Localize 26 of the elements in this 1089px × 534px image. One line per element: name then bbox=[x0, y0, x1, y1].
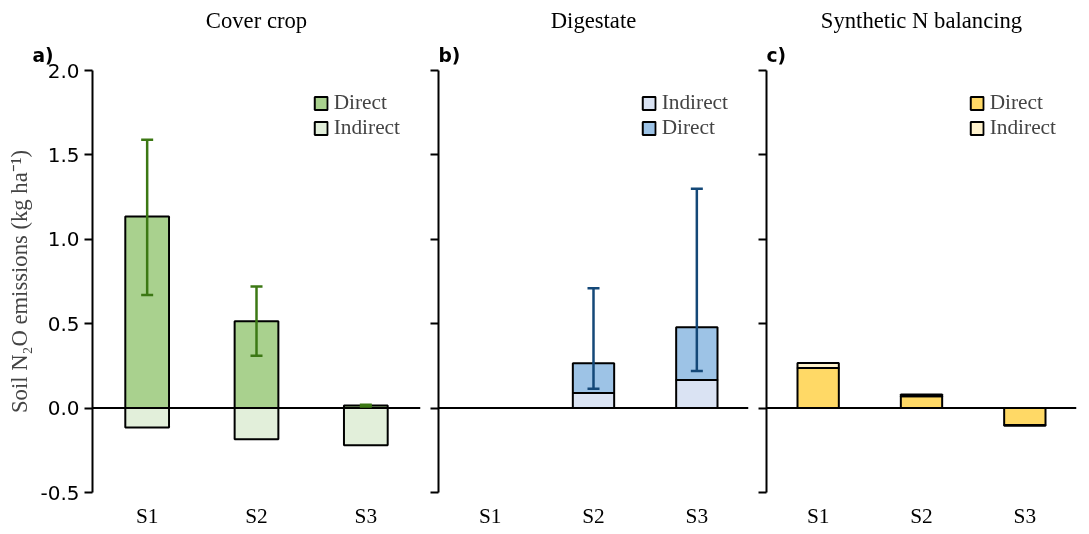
x-tick-label: S1 bbox=[478, 503, 502, 528]
legend-label: Direct bbox=[333, 90, 387, 115]
y-tick-label: 0.0 bbox=[47, 396, 80, 421]
text: c) bbox=[766, 44, 787, 66]
legend-label: Direct bbox=[661, 115, 715, 140]
x-tick-label: S1 bbox=[806, 503, 830, 528]
y-tick-label: 1.0 bbox=[47, 227, 80, 252]
x-tick-label: S3 bbox=[685, 503, 709, 528]
y-axis-title: Soil N₂O emissions (kg ha⁻¹) bbox=[7, 149, 33, 414]
legend-label: Direct bbox=[989, 90, 1043, 115]
chart-title: Cover crop bbox=[205, 7, 308, 33]
y-tick-label: 0.5 bbox=[47, 311, 80, 336]
chart-title: Synthetic N balancing bbox=[820, 7, 1023, 33]
chart-title: Digestate bbox=[550, 7, 637, 33]
x-tick-label: S3 bbox=[1013, 503, 1037, 528]
legend-label: Indirect bbox=[333, 115, 400, 140]
x-tick-label: S2 bbox=[910, 503, 933, 528]
x-tick-label: S2 bbox=[582, 503, 605, 528]
x-tick-label: S2 bbox=[245, 503, 268, 528]
y-tick-label: -0.5 bbox=[40, 480, 80, 505]
x-tick-label: S1 bbox=[135, 503, 159, 528]
x-tick-label: S3 bbox=[354, 503, 378, 528]
y-tick-label: 1.5 bbox=[47, 142, 80, 167]
legend-label: Indirect bbox=[661, 90, 728, 115]
text: b) bbox=[438, 44, 461, 66]
legend-label: Indirect bbox=[989, 115, 1056, 140]
